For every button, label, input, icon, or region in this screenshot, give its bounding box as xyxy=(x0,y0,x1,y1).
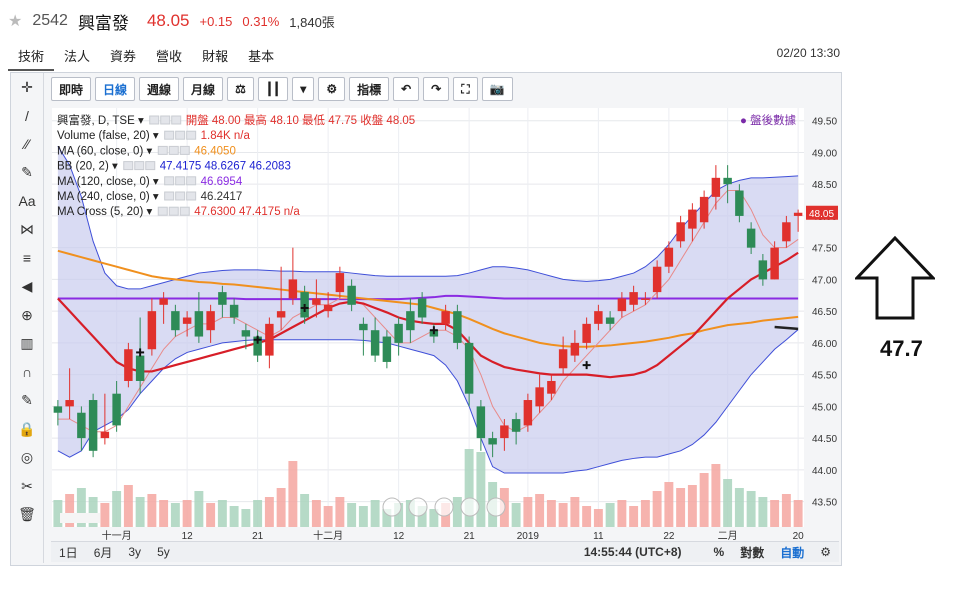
text-icon[interactable]: Aa xyxy=(18,193,36,210)
indicators-button[interactable]: 指標 xyxy=(349,77,390,101)
gear-icon[interactable]: ⚙ xyxy=(318,77,346,101)
arrow-left-icon[interactable]: ◀ xyxy=(21,278,33,295)
pencil-lock-icon[interactable]: ✎ xyxy=(21,392,33,409)
fork-icon[interactable]: ⁄⁄ xyxy=(24,136,30,153)
fullscreen-icon[interactable]: ⛶ xyxy=(453,77,478,101)
line-icon[interactable]: / xyxy=(25,107,29,124)
star-icon[interactable]: ★ xyxy=(8,13,23,30)
eye-icon[interactable]: ◎ xyxy=(20,449,34,466)
tab-financials[interactable]: 財報 xyxy=(202,49,229,64)
chart-style-icon[interactable]: ┃┃ xyxy=(257,77,289,101)
tab-technical[interactable]: 技術 xyxy=(8,42,55,71)
timestamp: 02/20 13:30 xyxy=(776,46,840,60)
ruler-icon[interactable]: ▥ xyxy=(20,335,34,352)
quote-header: ★ 2542 興富發 48.05 +0.15 0.31% 1,840張 xyxy=(8,8,335,34)
target-level-label: 47.7 xyxy=(880,336,923,361)
compare-icon[interactable]: ⚖ xyxy=(227,77,254,101)
tab-revenue[interactable]: 營收 xyxy=(156,49,183,64)
lock-icon[interactable]: 🔒 xyxy=(18,420,36,437)
gear-icon[interactable]: ⚙ xyxy=(820,545,831,559)
stock-price: 48.05 xyxy=(146,11,190,30)
tab-margin[interactable]: 資券 xyxy=(110,49,137,64)
range-3y-button[interactable]: 3y xyxy=(128,545,142,559)
percent-toggle[interactable]: % xyxy=(713,545,725,559)
auto-toggle[interactable]: 自動 xyxy=(780,545,805,560)
range-bar: 1日 6月 3y 5y 14:55:44 (UTC+8) % 對數 自動 ⚙ xyxy=(51,541,839,562)
stock-name: 興富發 xyxy=(77,13,129,33)
price-change: +0.15 xyxy=(199,13,233,29)
undo-icon[interactable]: ↶ xyxy=(393,77,420,101)
crosshair-icon[interactable]: ✛ xyxy=(21,78,33,95)
log-toggle[interactable]: 對數 xyxy=(740,545,765,560)
tools-icon[interactable]: ✂ xyxy=(21,477,33,494)
chart-panel: ✛ / ⁄⁄ ✎ Aa ⋈ ≡ ◀ ⊕ ▥ ∩ ✎ 🔒 ◎ ✂ 🗑 即時 日線 週線 月線 ⚖ ┃┃ ▾ ⚙ … xyxy=(10,72,842,566)
interval-weekly-button[interactable]: 週線 xyxy=(139,77,180,101)
drawing-toolbar: ✛ / ⁄⁄ ✎ Aa ⋈ ≡ ◀ ⊕ ▥ ∩ ✎ 🔒 ◎ ✂ 🗑 xyxy=(11,73,44,563)
range-6m-button[interactable]: 6月 xyxy=(93,545,113,560)
redo-icon[interactable]: ↷ xyxy=(423,77,450,101)
range-1d-button[interactable]: 1日 xyxy=(59,545,78,560)
camera-icon[interactable]: 📷 xyxy=(481,77,513,101)
interval-realtime-button[interactable]: 即時 xyxy=(51,77,92,101)
section-tabs: 技術 法人 資券 營收 財報 基本 xyxy=(8,42,284,71)
interval-daily-button[interactable]: 日線 xyxy=(95,77,136,101)
fib-icon[interactable]: ≡ xyxy=(22,250,32,267)
zoom-icon[interactable]: ⊕ xyxy=(21,306,33,323)
brush-icon[interactable]: ✎ xyxy=(21,164,33,181)
trade-volume: 1,840張 xyxy=(289,14,335,30)
up-arrow-icon xyxy=(853,235,937,325)
tab-institutional[interactable]: 法人 xyxy=(64,49,91,64)
pattern-icon[interactable]: ⋈ xyxy=(20,221,34,238)
interval-monthly-button[interactable]: 月線 xyxy=(183,77,224,101)
chart-toolbar: 即時 日線 週線 月線 ⚖ ┃┃ ▾ ⚙ 指標 ↶ ↷ ⛶ 📷 xyxy=(51,75,513,103)
price-change-pct: 0.31% xyxy=(242,13,280,29)
clock-readout: 14:55:44 (UTC+8) xyxy=(583,545,682,559)
magnet-icon[interactable]: ∩ xyxy=(21,364,33,381)
tab-basics[interactable]: 基本 xyxy=(248,49,275,64)
trash-icon[interactable]: 🗑 xyxy=(18,506,36,523)
range-5y-button[interactable]: 5y xyxy=(157,545,170,559)
chevron-down-icon[interactable]: ▾ xyxy=(292,77,315,101)
stock-code: 2542 xyxy=(32,12,68,29)
